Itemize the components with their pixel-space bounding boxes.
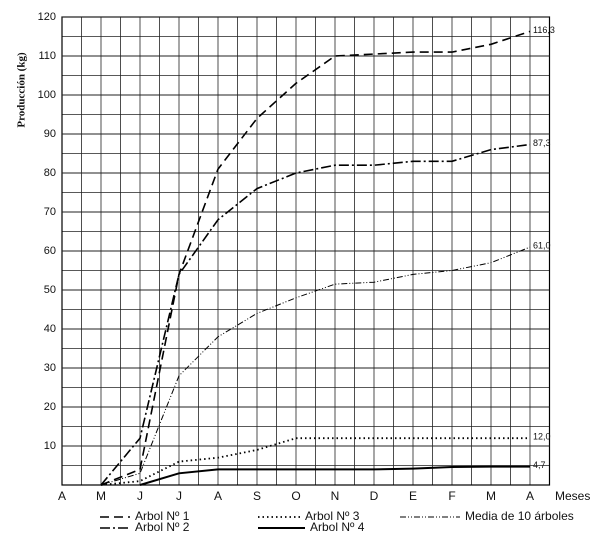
series-line [100, 143, 531, 486]
series-line [100, 30, 531, 486]
x-tick-label: M [486, 489, 496, 503]
legend-label: Arbol Nº 4 [310, 520, 365, 534]
y-tick-label: 110 [38, 50, 56, 62]
legend-label: Arbol Nº 3 [305, 509, 360, 523]
y-tick-label: 40 [44, 323, 56, 335]
legend-label: Arbol Nº 1 [135, 509, 190, 523]
x-tick-label: J [137, 489, 143, 503]
y-tick-label: 100 [38, 89, 56, 101]
x-tick-label: F [448, 489, 455, 503]
x-tick-label: A [526, 489, 534, 503]
x-tick-label: M [96, 489, 106, 503]
data-label: 87,3 [533, 138, 551, 148]
data-label: 116,3 [533, 25, 555, 35]
y-tick-label: 50 [44, 284, 56, 296]
y-tick-label: 120 [38, 11, 56, 23]
series-line [100, 437, 530, 486]
x-tick-label: J [176, 489, 182, 503]
y-tick-label: 90 [44, 128, 56, 140]
x-tick-label: A [58, 489, 66, 503]
x-tick-label: E [409, 489, 417, 503]
y-axis-label: Producción (kg) [16, 52, 28, 128]
x-tick-label: N [331, 489, 340, 503]
legend-label: Arbol Nº 2 [135, 520, 190, 534]
y-tick-label: 20 [44, 401, 56, 413]
series-line [100, 246, 531, 486]
x-axis-label: Meses [555, 489, 590, 503]
legend-label: Media de 10 árboles [465, 509, 574, 523]
y-tick-label: 70 [44, 206, 56, 218]
y-tick-label: 10 [44, 440, 56, 452]
data-label: 12,0 [533, 432, 551, 442]
data-label: 4,7 [533, 460, 546, 470]
data-label: 61,0 [533, 240, 551, 250]
x-tick-label: S [253, 489, 261, 503]
x-tick-label: O [291, 489, 300, 503]
y-tick-label: 60 [44, 245, 56, 257]
series-line [139, 465, 530, 486]
x-tick-label: D [370, 489, 379, 503]
y-tick-label: 80 [44, 167, 56, 179]
y-tick-label: 30 [44, 362, 56, 374]
x-tick-label: A [214, 489, 222, 503]
